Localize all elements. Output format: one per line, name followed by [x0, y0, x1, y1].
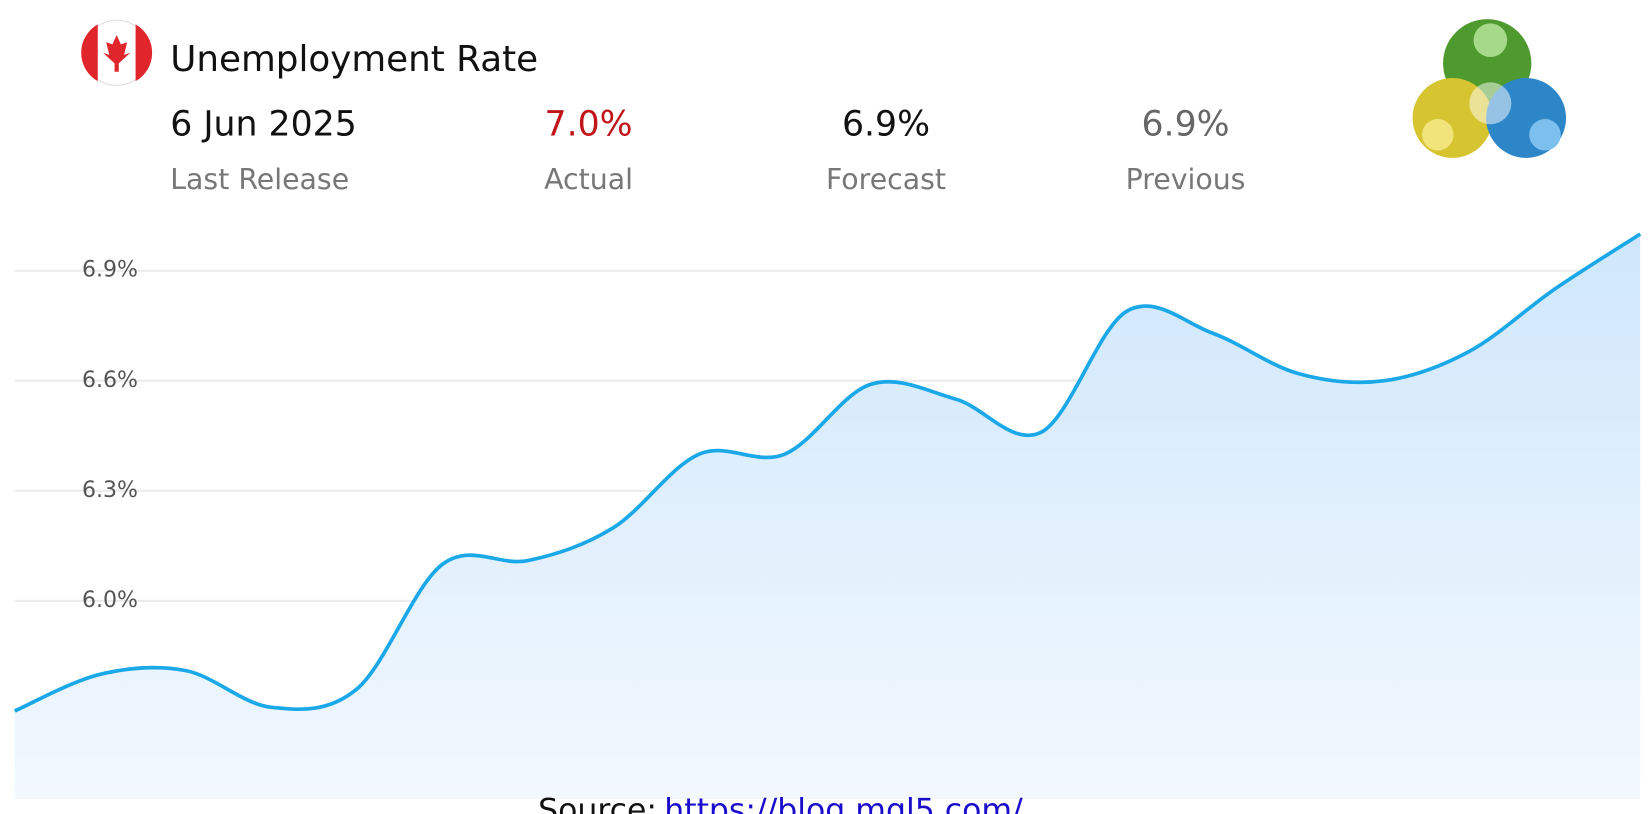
source-label: Source: — [538, 793, 657, 814]
release-date: 6 Jun 2025 — [170, 104, 357, 144]
area — [14, 234, 1641, 800]
release-label: Last Release — [170, 163, 349, 196]
y-tick-label: 6.0% — [82, 588, 138, 613]
line — [13, 232, 1642, 713]
forecast-value: 6.9% — [842, 104, 930, 144]
y-tick-label: 6.6% — [82, 368, 138, 393]
y-tick-label: 6.9% — [82, 258, 138, 283]
actual-value: 7.0% — [545, 104, 633, 144]
flag-icon — [81, 19, 153, 86]
previous-label: Previous — [1126, 163, 1246, 196]
actual-label: Actual — [544, 163, 633, 196]
source-link[interactable]: https://blog.mql5.com/ — [664, 793, 1023, 814]
logo — [1412, 19, 1567, 158]
previous-value: 6.9% — [1142, 104, 1230, 144]
forecast-label: Forecast — [826, 163, 946, 196]
title: Unemployment Rate — [170, 39, 538, 80]
y-tick-label: 6.3% — [82, 478, 138, 503]
